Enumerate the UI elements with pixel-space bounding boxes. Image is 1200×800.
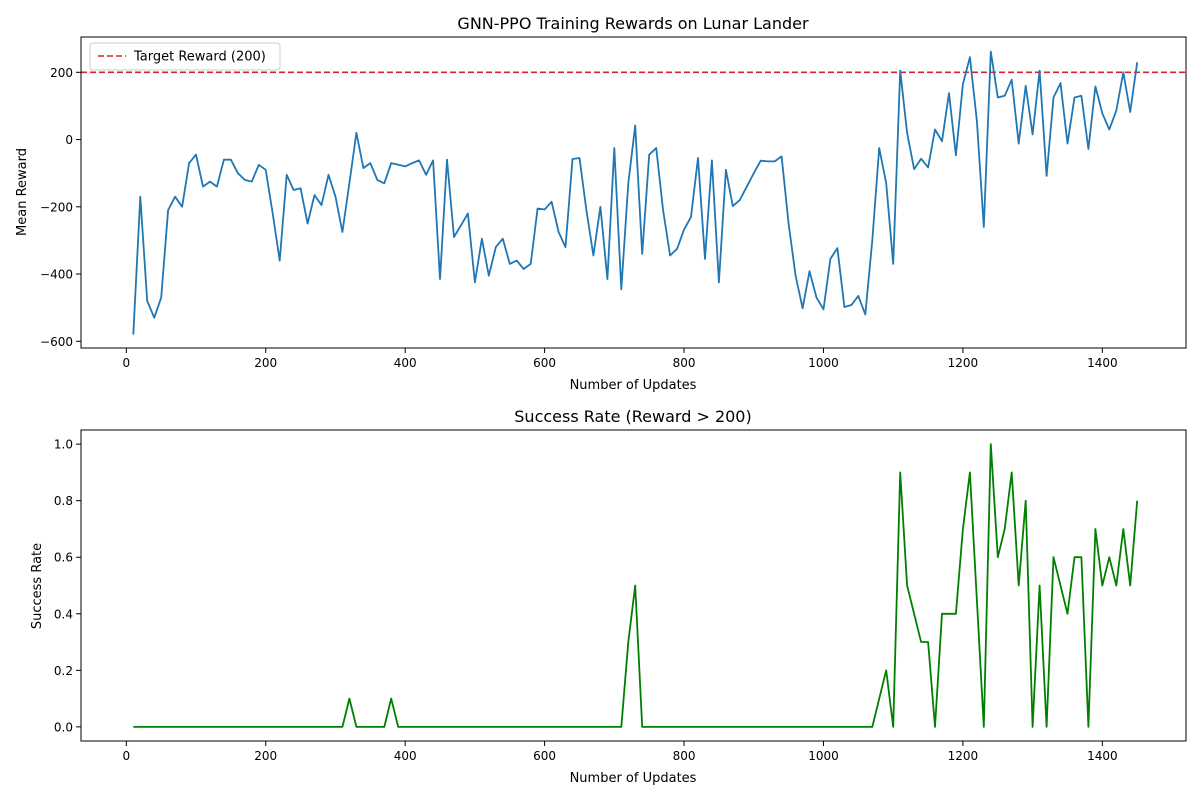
x-tick-label: 0 (122, 356, 130, 370)
success-rate-line (133, 443, 1139, 728)
plot-frame (80, 36, 1187, 349)
y-tick-label: 1.0 (54, 438, 73, 452)
y-tick-label: 0.8 (54, 494, 73, 508)
y-tick-label: 0.2 (54, 664, 73, 678)
x-tick-label: 200 (254, 749, 277, 763)
x-tick-label: 400 (394, 749, 417, 763)
mean-reward-line (132, 50, 1139, 335)
y-axis-label: Mean Reward (15, 148, 30, 236)
legend-label: Target Reward (200) (133, 50, 266, 65)
x-axis-label: Number of Updates (570, 771, 697, 786)
legend-box (89, 42, 281, 71)
x-tick-label: 1000 (808, 356, 839, 370)
y-axis-label: Success Rate (30, 543, 45, 629)
plot-frame (80, 429, 1187, 742)
tick-group: 0 200 400 600 800 1000 1200 1400 0.0 0.2 0.4 0.6 0.8… (54, 438, 1118, 763)
y-tick-label: 0.4 (54, 607, 73, 621)
x-axis-label: Number of Updates (570, 378, 697, 393)
marks-group (133, 443, 1139, 728)
chart-title: GNN-PPO Training Rewards on Lunar Lander (457, 14, 809, 33)
x-tick-label: 600 (533, 356, 556, 370)
x-tick-label: 1000 (808, 749, 839, 763)
legend: Target Reward (200) (89, 42, 281, 71)
x-tick-label: 1200 (948, 356, 979, 370)
x-tick-label: 0 (122, 749, 130, 763)
y-tick-label: −400 (40, 268, 73, 282)
y-tick-label: 0.6 (54, 551, 73, 565)
rewards-chart: GNN-PPO Training Rewards on Lunar Lander… (15, 14, 1187, 393)
tick-group: 0 200 400 600 800 1000 1200 1400 −600 −400 −200 0 20… (40, 66, 1118, 370)
x-tick-label: 1400 (1087, 356, 1118, 370)
x-tick-label: 600 (533, 749, 556, 763)
x-tick-label: 1200 (948, 749, 979, 763)
chart-title: Success Rate (Reward > 200) (514, 407, 751, 426)
x-tick-label: 1400 (1087, 749, 1118, 763)
x-tick-label: 800 (673, 356, 696, 370)
y-tick-label: 0 (65, 133, 73, 147)
marks-group (81, 50, 1186, 335)
y-tick-label: 200 (50, 66, 73, 80)
x-tick-label: 400 (394, 356, 417, 370)
y-tick-label: 0.0 (54, 720, 73, 734)
y-tick-label: −200 (40, 200, 73, 214)
y-tick-label: −600 (40, 335, 73, 349)
x-tick-label: 800 (673, 749, 696, 763)
x-tick-label: 200 (254, 356, 277, 370)
success-rate-chart: Success Rate (Reward > 200) Number of Up… (30, 407, 1187, 786)
